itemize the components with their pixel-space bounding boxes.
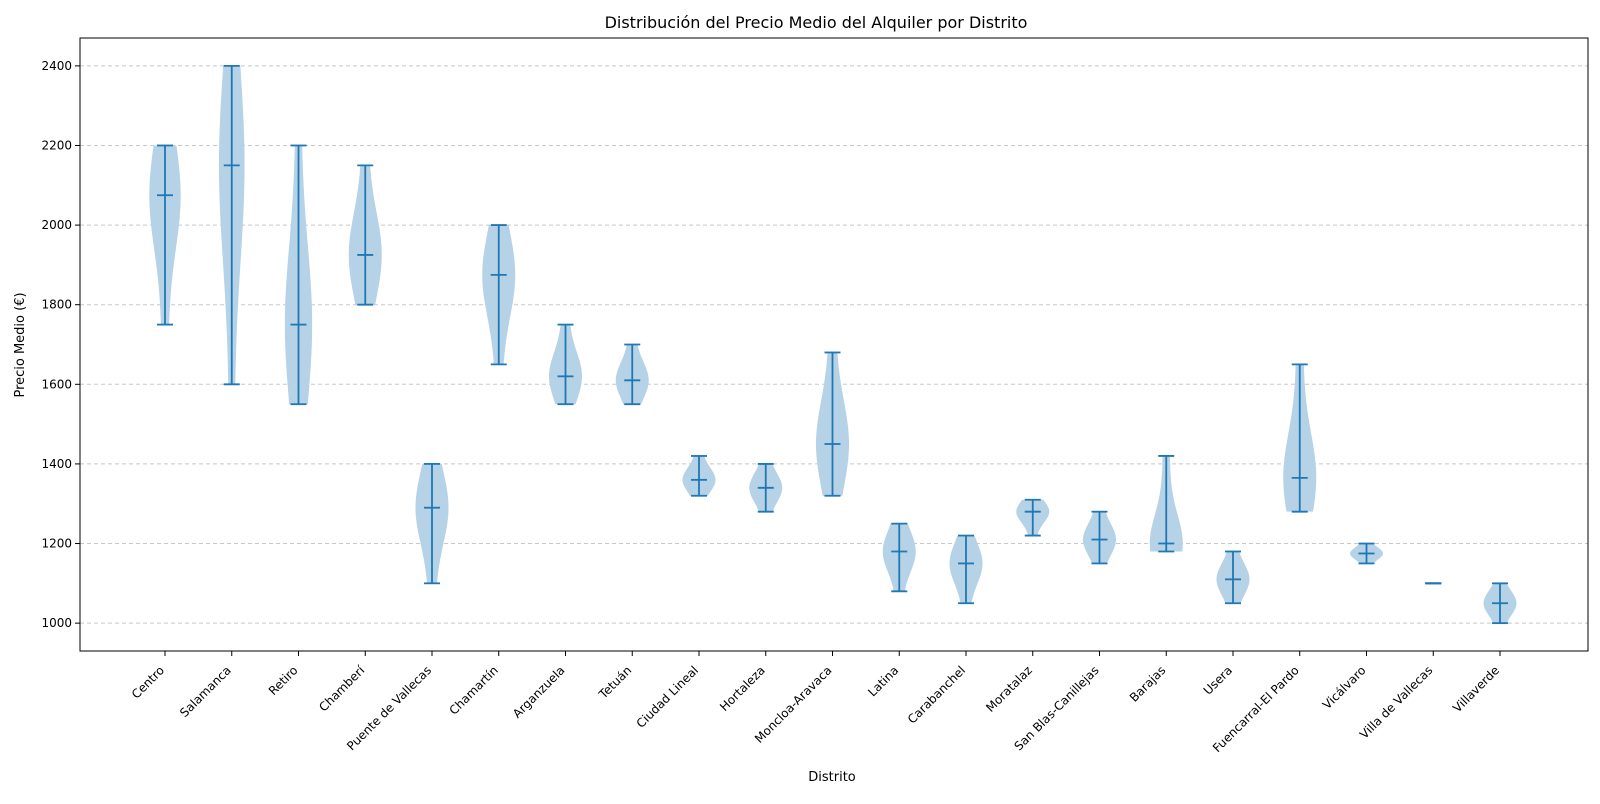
violin-group [1350,542,1383,565]
violin-group [882,522,916,593]
x-tick-label: Villaverde [1450,663,1502,715]
x-tick-label: Villa de Vallecas [1357,663,1435,741]
y-axis-label: Precio Medio (€) [13,292,28,397]
y-tick-label: 1600 [41,377,72,391]
x-tick-label: Latina [865,663,901,699]
x-tick-label: Arganzuela [510,663,568,721]
violin-group [1483,582,1517,625]
y-tick-label: 1000 [41,616,72,630]
violin-group [415,463,449,585]
x-tick-label: Carabanchel [905,663,968,726]
violin-group [615,343,649,406]
x-tick-label: Chamberí [316,663,368,715]
x-tick-label: Hortaleza [717,663,768,714]
y-tick-label: 1800 [41,298,72,312]
violin-group [348,164,382,306]
y-tick-label: 2000 [41,218,72,232]
x-tick-label: Chamartín [446,663,500,717]
violin-group [1083,510,1116,565]
violin-group [218,64,245,386]
y-axis: 1000 1200 1400 1600 1800 2000 2200 2400 [41,59,80,630]
violin-group [1283,363,1317,513]
x-axis-label: Distrito [808,770,856,785]
x-tick-label: Usera [1201,663,1235,697]
violin-group [1149,455,1183,553]
violin-group [1216,550,1250,605]
violin-group [482,224,516,366]
violin-group [749,463,783,513]
violin-group [949,534,983,605]
y-tick-label: 2200 [41,138,72,152]
x-tick-label: Retiro [266,663,301,698]
violin-group [149,144,181,326]
violin-group [1016,498,1050,537]
violin-group [816,351,849,497]
chart-title: Distribución del Precio Medio del Alquil… [605,13,1028,32]
plot-frame [79,37,1589,652]
violin-layer [149,64,1517,625]
x-tick-label: Centro [129,663,167,701]
grid-layer [80,65,1588,624]
y-tick-label: 1200 [41,537,72,551]
x-tick-label: Tetuán [596,663,635,702]
y-tick-label: 2400 [41,59,72,73]
x-tick-label: Salamanca [177,663,234,720]
x-tick-label: Vicálvaro [1320,663,1369,712]
y-tick-label: 1400 [41,457,72,471]
violin-group [549,323,582,406]
violin-group [284,144,313,406]
x-tick-label: Barajas [1127,663,1169,705]
violin-group [682,455,716,497]
x-tick-label: Ciudad Lineal [634,663,701,730]
x-tick-label: Moratalaz [983,663,1035,715]
